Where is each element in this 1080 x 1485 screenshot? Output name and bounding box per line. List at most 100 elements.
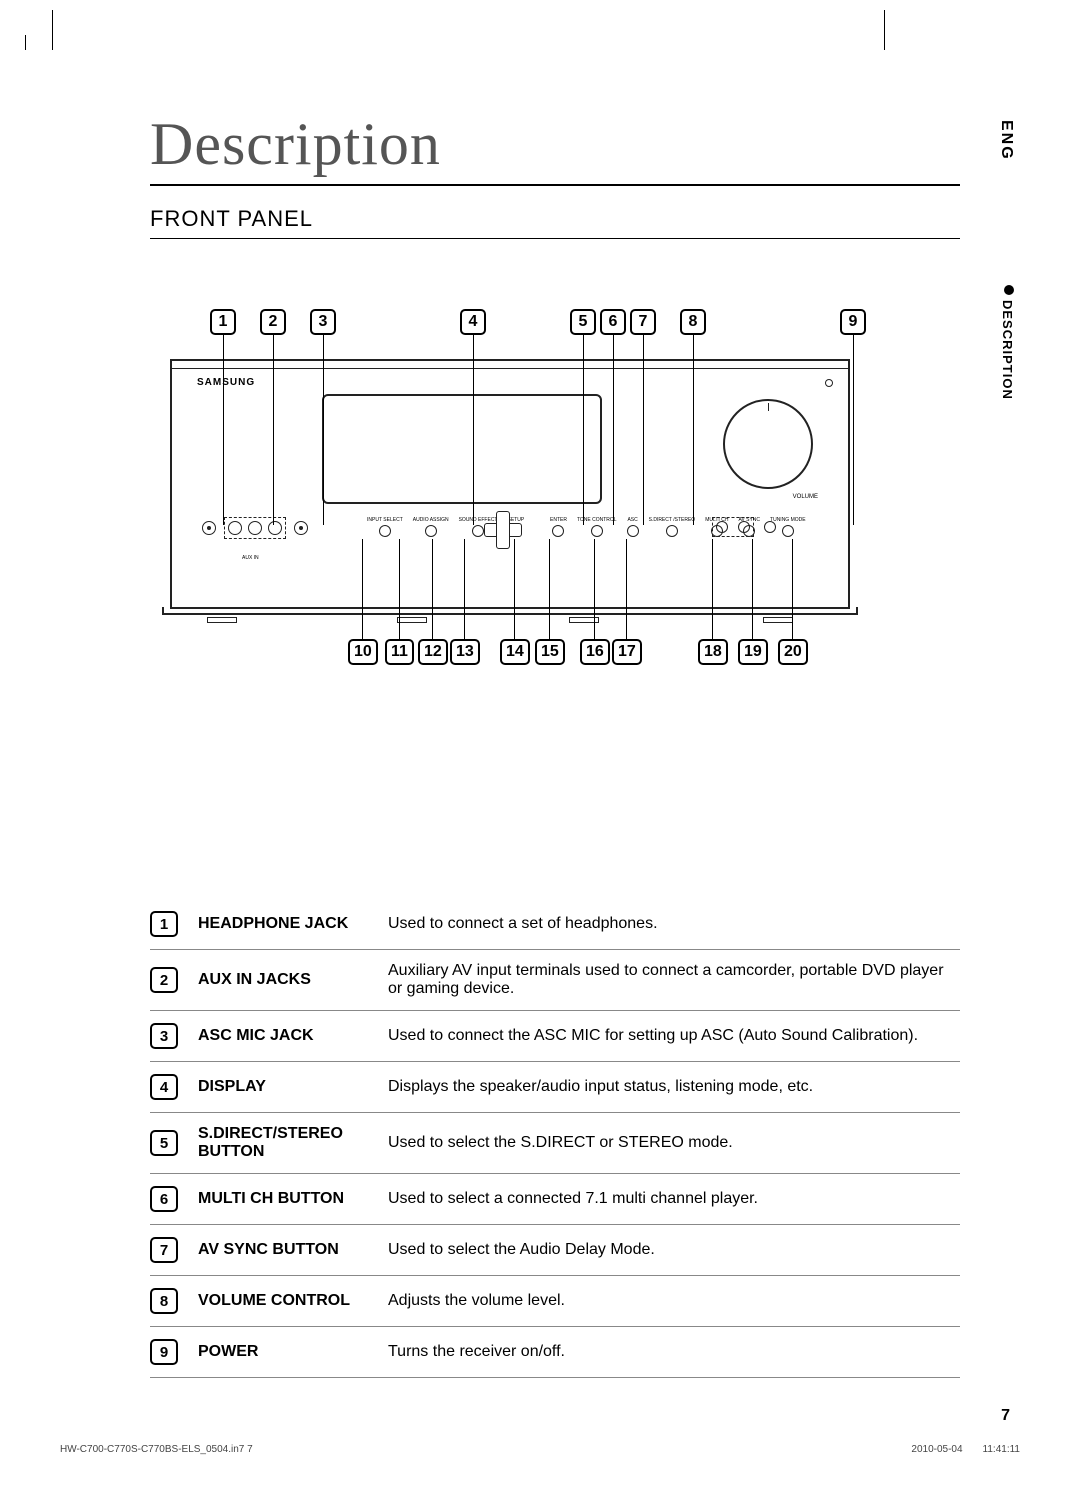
footer: HW-C700-C770S-C770BS-ELS_0504.in7 7 2010… (60, 1444, 1020, 1455)
row-number-cell: 1 (150, 899, 198, 950)
row-number-box: 4 (150, 1074, 178, 1100)
power-indicator (825, 379, 833, 387)
row-desc-cell: Adjusts the volume level. (388, 1276, 960, 1327)
callout-box: 17 (612, 639, 642, 665)
display-window (322, 394, 602, 504)
dpad-icon (484, 511, 522, 549)
device-foot (763, 617, 793, 623)
footer-date: 2010-05-04 (911, 1444, 962, 1455)
device-base (162, 607, 858, 615)
row-name-cell: ASC MIC JACK (198, 1011, 388, 1062)
row-desc-cell: Used to select the S.DIRECT or STEREO mo… (388, 1113, 960, 1174)
page-subtitle: FRONT PANEL (150, 206, 960, 239)
page-number: 7 (1001, 1407, 1010, 1425)
row-name-cell: AUX IN JACKS (198, 950, 388, 1011)
row-name-cell: S.DIRECT/STEREO BUTTON (198, 1113, 388, 1174)
lead-line (626, 539, 627, 639)
aux-jack-icon (268, 521, 282, 535)
crop-marks (0, 10, 1080, 50)
row-number-cell: 9 (150, 1327, 198, 1378)
ctrl-button-label: AUDIO ASSIGN (413, 517, 449, 523)
callout-box: 2 (260, 309, 286, 335)
lead-line (464, 539, 465, 639)
ctrl-button: ASC (627, 517, 639, 537)
row-number-box: 3 (150, 1023, 178, 1049)
lead-line (473, 335, 474, 525)
lead-line (432, 539, 433, 639)
row-number-box: 8 (150, 1288, 178, 1314)
lead-line (613, 335, 614, 525)
table-row: 4DISPLAYDisplays the speaker/audio input… (150, 1062, 960, 1113)
row-name-cell: DISPLAY (198, 1062, 388, 1113)
lead-line (514, 539, 515, 639)
callout-box: 11 (385, 639, 414, 665)
table-row: 1HEADPHONE JACKUsed to connect a set of … (150, 899, 960, 950)
ctrl-button: AUDIO ASSIGN (413, 517, 449, 537)
lead-line (643, 335, 644, 525)
ctrl-button-label: INPUT SELECT (367, 517, 403, 523)
lead-line (594, 539, 595, 639)
ctrl-button-icon (425, 525, 437, 537)
callout-box: 1 (210, 309, 236, 335)
row-number-box: 9 (150, 1339, 178, 1365)
callout-box: 18 (698, 639, 728, 665)
row-number-box: 1 (150, 911, 178, 937)
table-row: 7AV SYNC BUTTONUsed to select the Audio … (150, 1225, 960, 1276)
row-desc-cell: Used to connect a set of headphones. (388, 899, 960, 950)
table-row: 8 VOLUME CONTROLAdjusts the volume level. (150, 1276, 960, 1327)
row-number-box: 6 (150, 1186, 178, 1212)
row-number-box: 2 (150, 967, 178, 993)
aux-jack-icon (228, 521, 242, 535)
callout-box: 13 (450, 639, 480, 665)
device-foot (397, 617, 427, 623)
aux-label: AUX IN (242, 555, 259, 561)
ctrl-button-label: ASC (627, 517, 637, 523)
table-row: 3ASC MIC JACKUsed to connect the ASC MIC… (150, 1011, 960, 1062)
callout-box: 7 (630, 309, 656, 335)
headphone-jack-icon (202, 521, 216, 535)
ctrl-button-icon (764, 521, 776, 533)
callout-box: 3 (310, 309, 336, 335)
aux-jack-icon (248, 521, 262, 535)
row-name-cell: AV SYNC BUTTON (198, 1225, 388, 1276)
row-number-cell: 7 (150, 1225, 198, 1276)
row-name-cell: VOLUME CONTROL (198, 1276, 388, 1327)
table-row: 2AUX IN JACKSAuxiliary AV input terminal… (150, 950, 960, 1011)
brand-label: SAMSUNG (197, 377, 255, 388)
callout-box: 15 (535, 639, 565, 665)
lead-line (792, 539, 793, 639)
description-table: 1HEADPHONE JACKUsed to connect a set of … (150, 899, 960, 1378)
row-desc-cell: Turns the receiver on/off. (388, 1327, 960, 1378)
footer-time: 11:41:11 (983, 1444, 1020, 1455)
page-title: Description (150, 110, 960, 186)
lead-line (362, 539, 363, 639)
row-number-cell: 2 (150, 950, 198, 1011)
lead-line (273, 335, 274, 525)
callout-box: 16 (580, 639, 610, 665)
lead-line (712, 539, 713, 639)
lead-line (223, 335, 224, 525)
lead-line (583, 335, 584, 525)
row-name-cell: MULTI CH BUTTON (198, 1174, 388, 1225)
callout-box: 8 (680, 309, 706, 335)
ctrl-button-icon (782, 525, 794, 537)
ctrl-button-icon (552, 525, 564, 537)
row-desc-cell: Used to select a connected 7.1 multi cha… (388, 1174, 960, 1225)
front-panel-diagram: SAMSUNG VOLUME (150, 309, 960, 729)
row-number-cell: 3 (150, 1011, 198, 1062)
device-foot (207, 617, 237, 623)
callout-box: 20 (778, 639, 808, 665)
row-number-cell: 5 (150, 1113, 198, 1174)
ctrl-button-icon (627, 525, 639, 537)
table-row: 9POWERTurns the receiver on/off. (150, 1327, 960, 1378)
callout-box: 10 (348, 639, 378, 665)
table-row: 5S.DIRECT/STEREO BUTTONUsed to select th… (150, 1113, 960, 1174)
callout-box: 19 (738, 639, 768, 665)
ctrl-button-icon (666, 525, 678, 537)
volume-label: VOLUME (793, 494, 818, 500)
ctrl-button-label: S.DIRECT /STEREO (649, 517, 696, 523)
ctrl-button-label: ENTER (550, 517, 567, 523)
jack-group (202, 517, 308, 539)
callout-box: 6 (600, 309, 626, 335)
ctrl-button: INPUT SELECT (367, 517, 403, 537)
